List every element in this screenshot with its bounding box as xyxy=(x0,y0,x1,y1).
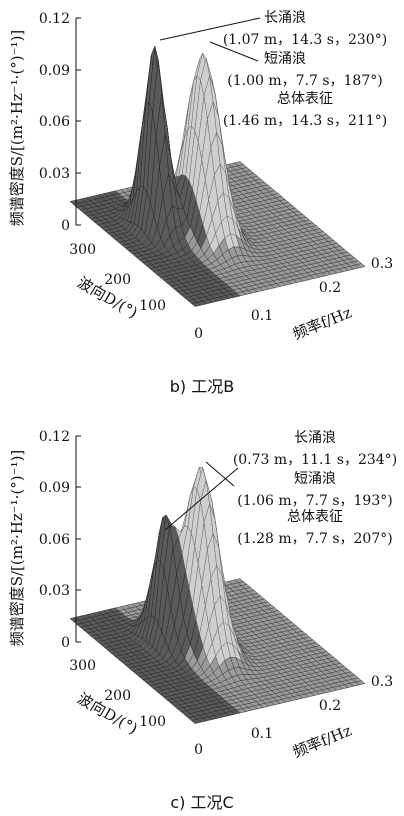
panel-caption: c) 工况C xyxy=(170,793,233,812)
z-tick-label: 0 xyxy=(61,218,70,234)
z-tick-label: 0.03 xyxy=(39,166,70,182)
d-tick-label: 100 xyxy=(139,298,166,314)
z-tick-label: 0.12 xyxy=(39,11,70,27)
annotation-values: (1.07 m，14.3 s，230°) xyxy=(223,32,387,48)
chart-panel-b: 0.12 0.09 0.06 0.03 0 频谱密度S/[(m²·Hz⁻¹·(°… xyxy=(8,10,393,396)
annotation-label: 总体表征 xyxy=(287,509,343,525)
f-tick-label: 0.3 xyxy=(371,674,393,690)
annotation-values: (0.73 m，11.1 s，234°) xyxy=(233,452,397,468)
d-tick-label: 100 xyxy=(139,714,166,730)
annotation-values: (1.28 m，7.7 s，207°) xyxy=(237,531,392,547)
annotation-values: (1.06 m，7.7 s，193°) xyxy=(237,493,392,509)
surface-mesh-b xyxy=(69,46,366,307)
d-tick-label: 200 xyxy=(104,272,131,288)
annotation-label: 长涌浪 xyxy=(294,430,336,446)
f-axis-label: 频率f/Hz xyxy=(290,303,354,343)
annotation-label: 总体表征 xyxy=(277,91,333,107)
z-tick-label: 0.09 xyxy=(39,480,70,496)
annotation-label: 长涌浪 xyxy=(264,10,306,26)
f-tick-label: 0.1 xyxy=(251,726,273,742)
z-tick-label: 0 xyxy=(61,635,70,651)
surface-facet xyxy=(355,263,366,269)
d-tick-label: 300 xyxy=(69,242,96,258)
leader-line xyxy=(164,467,239,531)
f-axis-label: 频率f/Hz xyxy=(290,721,354,761)
annotations-c: 长涌浪 (0.73 m，11.1 s，234°) 短涌浪 (1.06 m，7.7… xyxy=(164,430,397,547)
panel-caption: b) 工况B xyxy=(170,377,234,396)
z-tick-label: 0.09 xyxy=(39,63,70,79)
annotation-values: (1.46 m，14.3 s，211°) xyxy=(223,113,387,129)
leader-line xyxy=(159,17,261,41)
annotation-label: 短涌浪 xyxy=(264,51,306,67)
f-tick-label: 0.1 xyxy=(251,308,273,324)
z-tick-label: 0.03 xyxy=(39,583,70,599)
z-tick-label: 0.06 xyxy=(39,532,70,548)
y-axis-label: 频谱密度S/[(m²·Hz⁻¹·(°)⁻¹)] xyxy=(8,30,26,227)
y-axis-label: 频谱密度S/[(m²·Hz⁻¹·(°)⁻¹)] xyxy=(8,450,26,647)
d-tick-label: 200 xyxy=(104,688,131,704)
z-tick-marks xyxy=(76,17,81,226)
d-tick-label: 0 xyxy=(194,326,203,342)
chart-panel-c: 0.12 0.09 0.06 0.03 0 频谱密度S/[(m²·Hz⁻¹·(°… xyxy=(8,429,397,812)
d-tick-label: 300 xyxy=(69,658,96,674)
leader-line xyxy=(209,41,259,62)
surface-mesh-c xyxy=(69,466,366,724)
f-tick-label: 0.2 xyxy=(319,280,341,296)
z-tick-label: 0.12 xyxy=(39,429,70,445)
surface-facet xyxy=(355,680,366,686)
leader-line xyxy=(205,461,235,487)
f-tick-label: 0.3 xyxy=(371,256,393,272)
z-tick-label: 0.06 xyxy=(39,114,70,130)
z-tick-marks xyxy=(76,435,81,643)
f-tick-label: 0.2 xyxy=(319,698,341,714)
annotation-label: 短涌浪 xyxy=(294,471,336,487)
annotation-values: (1.00 m，7.7 s，187°) xyxy=(227,73,382,89)
annotations-b: 长涌浪 (1.07 m，14.3 s，230°) 短涌浪 (1.00 m，7.7… xyxy=(159,10,387,129)
d-tick-label: 0 xyxy=(194,742,203,758)
